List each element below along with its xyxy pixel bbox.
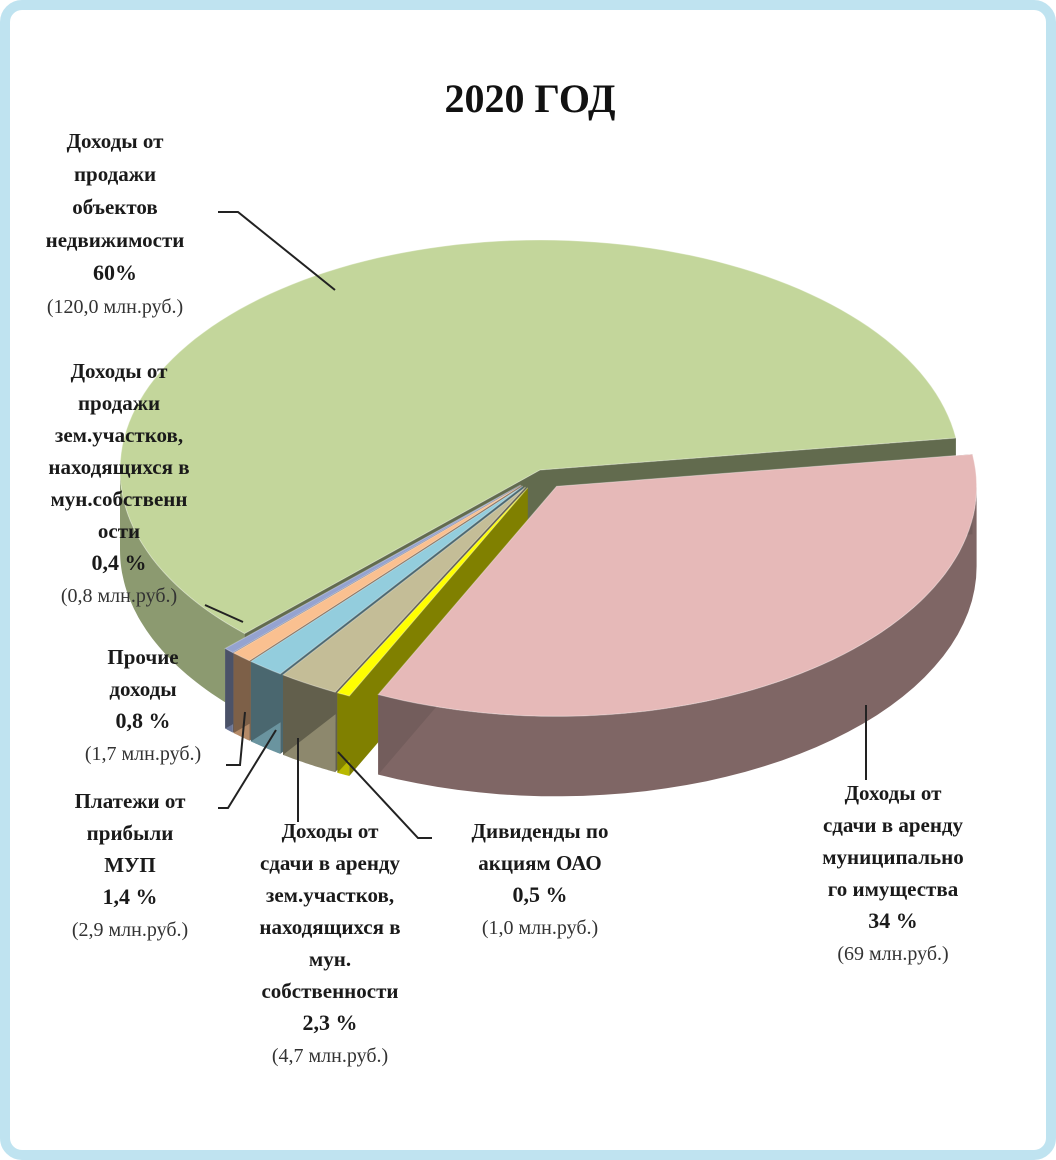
- slice-amount: (4,7 млн.руб.): [272, 1045, 388, 1067]
- slice-6: [224, 484, 521, 654]
- slice-label-line: продажи: [78, 391, 160, 415]
- slice-percent: 0,5 %: [513, 882, 568, 907]
- slice-2: [336, 487, 529, 697]
- slice-percent: 34 %: [868, 908, 918, 933]
- slice-label-line: Дивиденды по: [472, 819, 609, 843]
- leader-line-4: [218, 729, 277, 809]
- slice-side-0: [120, 470, 245, 714]
- slice-5: [232, 484, 522, 662]
- slice-label-line: мун.: [309, 947, 351, 971]
- slice-amount: (120,0 млн.руб.): [47, 296, 183, 318]
- slice-label-line: мун.собственн: [51, 487, 188, 511]
- slice-amount: (1,0 млн.руб.): [482, 917, 598, 939]
- slice-label-line: Доходы от: [845, 781, 943, 805]
- slice-label-line: зем.участков,: [55, 423, 183, 447]
- slice-label-line: муниципально: [822, 845, 963, 869]
- slice-1: [377, 453, 978, 717]
- slice-label-line: недвижимости: [46, 228, 185, 252]
- slice-amount: (69 млн.руб.): [837, 943, 948, 965]
- slice-label-line: сдачи в аренду: [260, 851, 401, 875]
- slice-label-1: Доходы от сдачи в аренду муниципально го им…: [822, 781, 963, 965]
- slice-label-line: объектов: [72, 195, 158, 219]
- slice-label-0: Доходы от продажи объектов недвижимости 60% (…: [46, 129, 185, 318]
- leader-line-2: [337, 751, 432, 839]
- slice-0: [119, 239, 957, 635]
- slice-label-line: Доходы от: [71, 359, 169, 383]
- slice-label-2: Дивиденды по акциям ОАО 0,5 % (1,0 млн.руб.…: [472, 819, 609, 939]
- slice-label-line: доходы: [109, 677, 176, 701]
- slice-label-line: Прочие: [107, 645, 178, 669]
- leader-lines: [204, 211, 867, 839]
- slice-side-1: [378, 486, 977, 797]
- slice-label-line: сдачи в аренду: [823, 813, 964, 837]
- chart-title: 2020 ГОД: [444, 76, 615, 121]
- slice-percent: 60%: [93, 260, 137, 285]
- slice-label-6: Доходы от продажи зем.участков, находящихся…: [48, 359, 189, 607]
- slice-label-line: Платежи от: [75, 789, 187, 813]
- slice-percent: 2,3 %: [303, 1010, 358, 1035]
- slice-label-3: Доходы от сдачи в аренду зем.участков, нахо…: [259, 819, 400, 1067]
- slice-4: [249, 485, 524, 675]
- slice-label-line: находящихся в: [48, 455, 189, 479]
- slice-label-line: МУП: [104, 853, 156, 877]
- slice-label-line: продажи: [74, 162, 156, 186]
- slice-label-line: акциям ОАО: [478, 851, 601, 875]
- slice-label-5: Прочие доходы 0,8 % (1,7 млн.руб.): [85, 645, 201, 765]
- slice-label-line: прибыли: [87, 821, 174, 845]
- slice-label-line: Доходы от: [282, 819, 380, 843]
- slice-percent: 0,8 %: [116, 708, 171, 733]
- leader-line-6: [204, 604, 244, 623]
- slice-3: [281, 486, 526, 693]
- slice-amount: (2,9 млн.руб.): [72, 919, 188, 941]
- slice-label-line: собственности: [261, 979, 398, 1003]
- slice-labels: Доходы от продажи объектов недвижимости 60% (…: [46, 129, 964, 1067]
- pie-tops: [119, 239, 978, 717]
- slice-amount: (1,7 млн.руб.): [85, 743, 201, 765]
- slice-label-line: ости: [98, 519, 140, 543]
- slice-percent: 0,4 %: [92, 550, 147, 575]
- leader-line-5: [226, 711, 246, 766]
- slice-amount: (0,8 млн.руб.): [61, 585, 177, 607]
- slice-label-4: Платежи от прибыли МУП 1,4 % (2,9 млн.руб.): [72, 789, 188, 941]
- slice-label-line: го имущества: [828, 877, 959, 901]
- slice-label-line: Доходы от: [67, 129, 165, 153]
- slice-label-line: зем.участков,: [266, 883, 394, 907]
- slice-percent: 1,4 %: [103, 884, 158, 909]
- slice-label-line: находящихся в: [259, 915, 400, 939]
- leader-line-0: [218, 211, 336, 291]
